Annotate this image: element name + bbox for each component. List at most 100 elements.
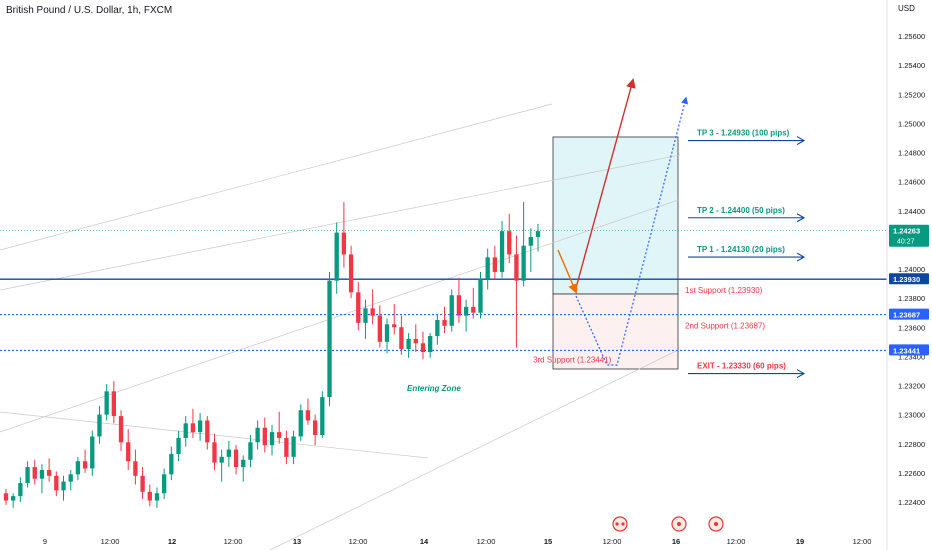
candle-body (399, 327, 404, 350)
price-axis: 1.25600 1.25400 1.25200 1.25000 1.24800 1.246… (898, 32, 925, 507)
y-tick-label: 1.24600 (898, 178, 925, 187)
candle-body (413, 338, 418, 344)
y-tick-label: 1.23200 (898, 382, 925, 391)
y-tick-label: 1.24400 (898, 207, 925, 216)
calendar-event-icon[interactable] (612, 516, 628, 532)
candle-body (428, 335, 433, 353)
x-tick-label: 12 (168, 537, 176, 546)
candle-body (104, 391, 109, 415)
candle-body (25, 467, 30, 484)
candle-body (18, 483, 23, 497)
candle-body (312, 420, 318, 436)
candle-body (233, 449, 239, 468)
candle-body (39, 469, 45, 479)
x-tick-label: 12:00 (101, 537, 120, 546)
candle-body (190, 423, 196, 433)
candle-body (248, 442, 253, 460)
projection-path-dotted (575, 96, 689, 366)
candle-body (169, 453, 174, 475)
projection-arrow-down (557, 249, 578, 294)
candle-body (111, 391, 116, 417)
candle-body (305, 410, 311, 421)
calendar-event-icon[interactable] (671, 516, 687, 532)
target-arrow-head (796, 369, 806, 379)
target-arrow-head (796, 213, 806, 223)
candle-body (133, 461, 138, 476)
candle-body (463, 306, 469, 316)
candle-body (126, 442, 131, 462)
price-tag (889, 273, 929, 285)
x-tick-label: 14 (420, 537, 429, 546)
y-tick-label: 1.23400 (898, 352, 925, 361)
price-tag-value: 1.23930 (893, 275, 920, 284)
support-label: 2nd Support (1.23687) (685, 322, 765, 331)
price-tag (889, 308, 929, 320)
price-tag-value: 1.23687 (893, 311, 920, 320)
candle-body (226, 449, 232, 457)
loss-zone (552, 293, 679, 370)
currency-label: USD (898, 4, 915, 13)
candle-body (68, 474, 73, 482)
y-tick-label: 1.25000 (898, 119, 925, 128)
support-label: 1st Support (1.23930) (685, 286, 763, 295)
y-tick-label: 1.24000 (898, 265, 925, 274)
x-tick-label: 16 (672, 537, 680, 546)
candle-body (61, 481, 66, 491)
candle-body (82, 461, 88, 469)
target-label: TP 1 - 1.24130 (20 pips) (697, 245, 785, 254)
y-tick-label: 1.22800 (898, 440, 925, 449)
target-arrow-head (796, 252, 806, 262)
y-tick-label: 1.25400 (898, 61, 925, 70)
candle-body (377, 315, 382, 342)
calendar-event-icon[interactable] (708, 516, 724, 532)
projection-arrow-up (575, 78, 636, 289)
candle-body (162, 474, 167, 494)
y-tick-label: 1.23000 (898, 411, 925, 420)
candle-body (535, 231, 541, 237)
candle-body (492, 257, 498, 272)
candle-body (507, 231, 512, 255)
candle-body (118, 416, 124, 443)
candle-body (205, 420, 210, 443)
candle-body (435, 319, 440, 336)
profit-zone (552, 136, 679, 295)
candle-body (348, 254, 354, 293)
candle-body (54, 475, 59, 491)
candle-body (384, 324, 390, 342)
candle-body (46, 469, 52, 476)
candle-body (154, 493, 160, 501)
candles (3, 202, 541, 508)
candle-body (327, 280, 332, 398)
chart-title: British Pound / U.S. Dollar, 1h, FXCM (6, 5, 173, 16)
time-axis: 9 12:00 12 12:00 13 12:00 14 12:00 15 12:00 16 12:0… (43, 537, 871, 546)
candle-body (277, 432, 282, 438)
x-tick-label: 12:00 (603, 537, 622, 546)
candle-body (32, 467, 37, 479)
candle-body (147, 491, 152, 501)
target-label: EXIT - 1.23330 (60 pips) (697, 362, 786, 371)
y-tick-label: 1.23600 (898, 323, 925, 332)
candle-body (478, 279, 483, 313)
candle-body (197, 420, 203, 433)
candle-body (456, 295, 462, 316)
x-tick-label: 12:00 (224, 537, 243, 546)
target-arrow-head (796, 136, 806, 146)
candle-body (320, 397, 325, 436)
candle-body (521, 245, 526, 281)
y-tick-label: 1.22400 (898, 498, 925, 507)
x-tick-label: 12:00 (727, 537, 746, 546)
candle-body (97, 414, 102, 437)
candle-body (140, 475, 145, 492)
x-tick-label: 9 (43, 537, 47, 546)
candle-body (363, 308, 368, 323)
candle-body (269, 432, 275, 446)
candle-body (291, 436, 296, 457)
candle-body (341, 232, 347, 255)
candle-body (284, 437, 289, 457)
entering-zone-label: Entering Zone (407, 384, 461, 393)
y-tick-label: 1.25600 (898, 32, 925, 41)
x-tick-label: 12:00 (477, 537, 496, 546)
candle-body (449, 295, 454, 326)
candle-body (356, 292, 361, 323)
